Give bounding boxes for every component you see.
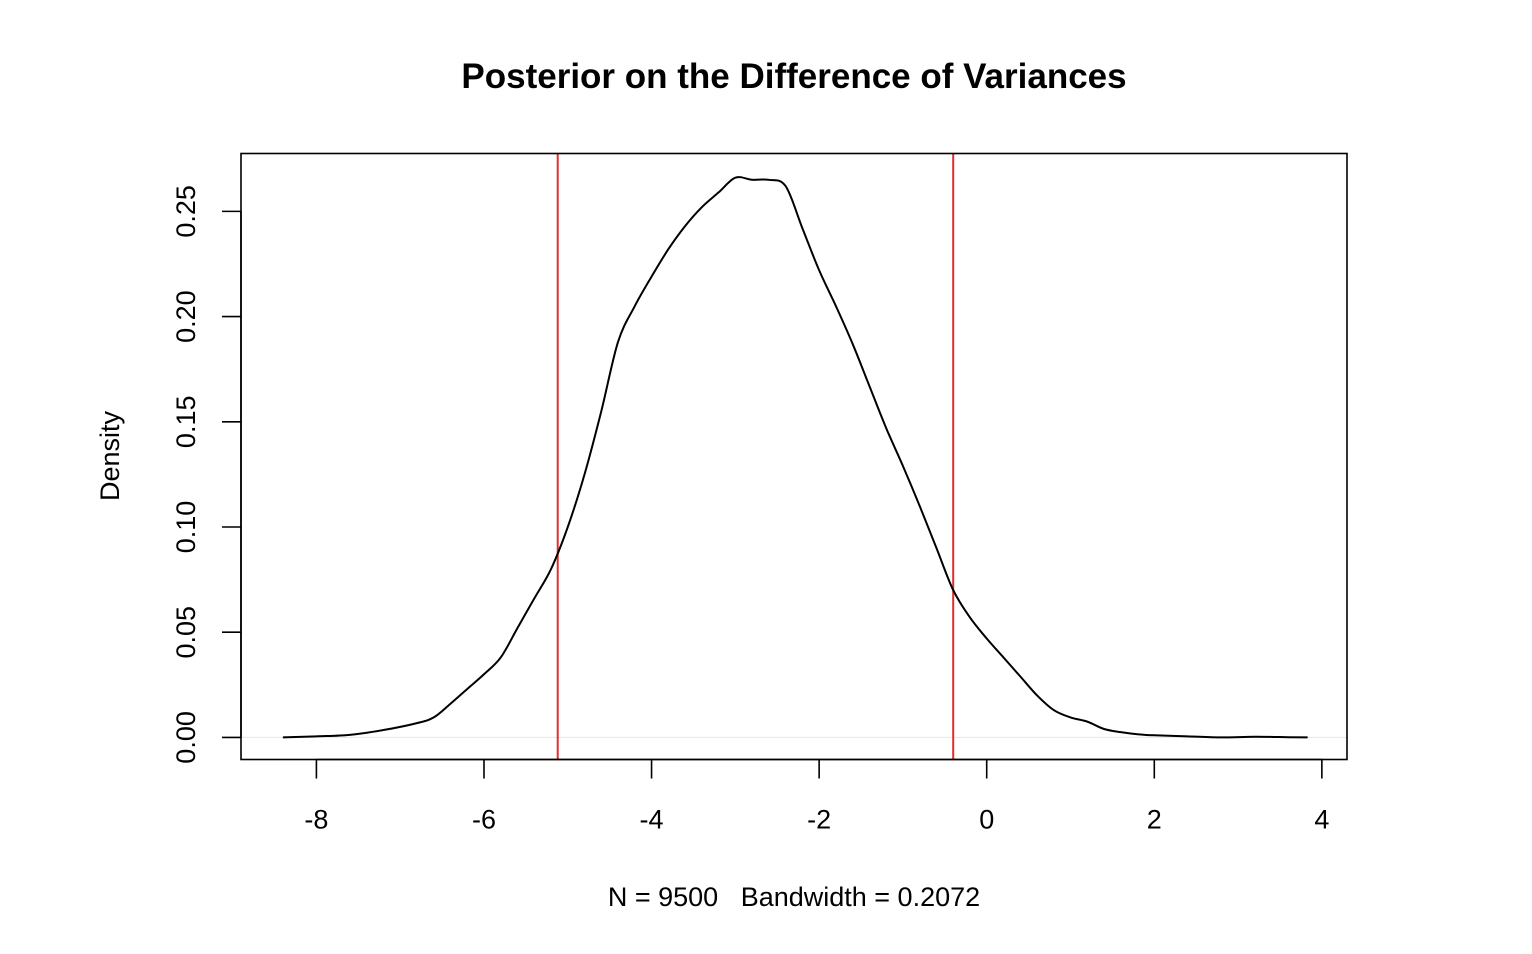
density-curve-1 xyxy=(282,176,1308,739)
chart-title: Posterior on the Difference of Variances xyxy=(461,57,1126,96)
x-axis-label: N = 9500 Bandwidth = 0.2072 xyxy=(608,882,980,912)
y-tick-label: 0.25 xyxy=(171,185,201,238)
y-axis: 0.00 0.05 0.10 0.15 0.20 0.25 xyxy=(171,185,242,764)
y-axis-label: Density xyxy=(95,410,125,501)
x-tick-label: -8 xyxy=(304,805,328,835)
y-tick-label: 0.05 xyxy=(171,606,201,659)
interval-lines xyxy=(556,153,955,760)
x-axis: -8 -6 -4 -2 0 2 4 xyxy=(304,758,1329,835)
y-tick-label: 0.15 xyxy=(171,396,201,449)
x-tick-label: -6 xyxy=(472,805,496,835)
series-layer xyxy=(282,176,1308,739)
y-tick-label: 0.10 xyxy=(171,501,201,554)
x-tick-label: -4 xyxy=(640,805,664,835)
x-tick-label: -2 xyxy=(807,805,831,835)
x-tick-label: 4 xyxy=(1314,805,1329,835)
x-tick-label: 2 xyxy=(1147,805,1162,835)
y-tick-label: 0.00 xyxy=(171,711,201,764)
plot-frame xyxy=(240,152,1348,761)
y-tick-label: 0.20 xyxy=(171,290,201,343)
x-tick-label: 0 xyxy=(979,805,994,835)
